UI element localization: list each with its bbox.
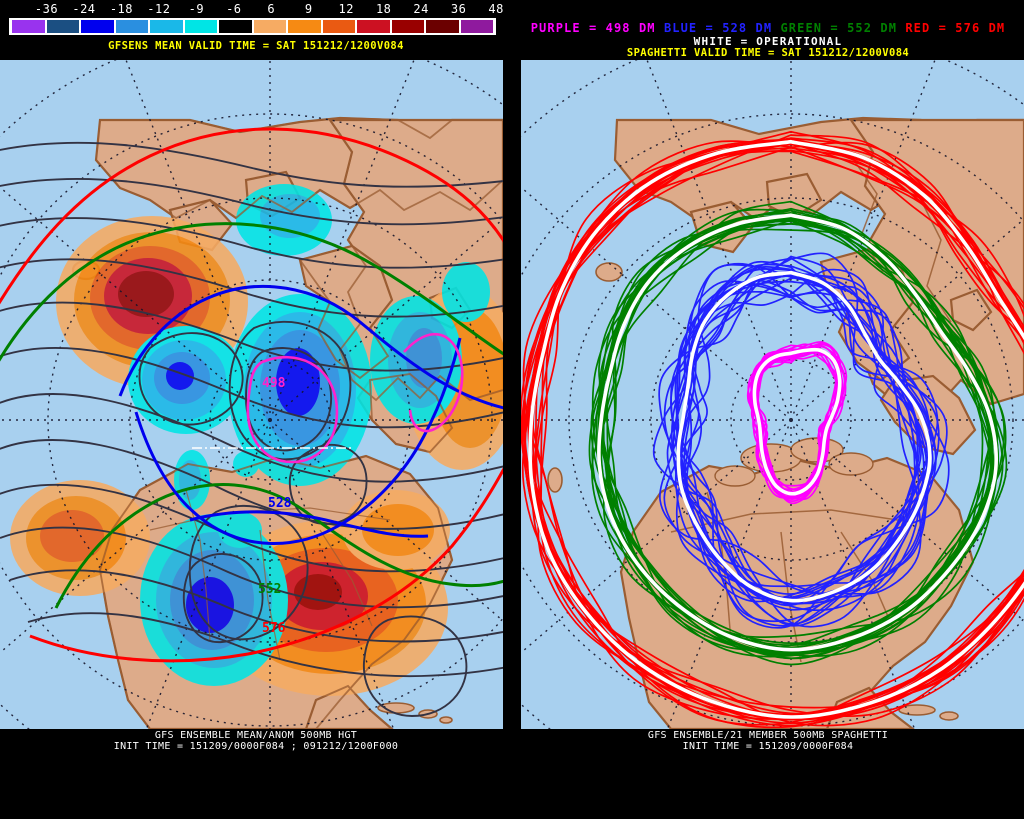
member-contour	[599, 219, 991, 657]
operational-legend-label: WHITE = OPERATIONAL	[693, 35, 843, 48]
spaghetti-bundle-498	[746, 341, 848, 505]
operational-contour-528	[676, 270, 932, 603]
contour-528-blue	[118, 284, 503, 410]
colorbar-swatch-12	[425, 20, 460, 33]
left-valid-time-label: GFSENS MEAN VALID TIME = SAT 151212/1200…	[108, 40, 404, 52]
colorbar-swatch-10	[356, 20, 391, 33]
colorbar-tick-label: 36	[450, 2, 467, 16]
colorbar-swatch-6	[218, 20, 253, 33]
member-contour	[676, 279, 922, 623]
contour-528-blue-south	[189, 510, 429, 538]
spaghetti-legend: PURPLE = 498 DM BLUE = 528 DM GREEN = 55…	[512, 21, 1024, 35]
colorbar-tick-3: -12	[121, 2, 170, 17]
panel-ensemble-mean-anomaly: -36 -24 -18 -12 -9 -6 6 9 12 18 24 36 48 GFSENS MEAN…	[0, 2, 504, 752]
operational-contour-552	[597, 213, 998, 652]
map-left-svg: 498 528 552 576	[0, 60, 503, 729]
colorbar-tick-label: -6	[226, 2, 242, 16]
operational-contour-498	[752, 347, 842, 496]
colorbar-tick-label: -36	[34, 2, 59, 16]
colorbar-swatch-4	[149, 20, 184, 33]
colorbar-tick-label: 18	[375, 2, 392, 16]
height-contours	[0, 141, 503, 717]
colorbar-tick-5: -6	[196, 2, 241, 17]
colorbar-tick-label: -12	[147, 2, 171, 16]
colorbar-swatch-13	[459, 20, 494, 33]
colorbar-swatch-0	[11, 20, 46, 33]
contour-552-green	[0, 222, 503, 362]
left-footer-title: GFS ENSEMBLE MEAN/ANOM 500MB HGT	[154, 730, 358, 741]
colorbar-swatch-3	[114, 20, 149, 33]
legend-entry-0: PURPLE = 498 DM	[530, 21, 664, 35]
member-contour	[679, 266, 934, 601]
contour-498-magenta-east	[403, 332, 464, 433]
colorbar-swatch-2	[80, 20, 115, 33]
member-contour	[683, 280, 931, 625]
contour-552-green-south	[54, 483, 503, 609]
contour-label-576: 576	[262, 621, 286, 636]
colorbar-tick-labels: -36 -24 -18 -12 -9 -6 6 9 12 18 24 36 48	[9, 2, 503, 17]
colorbar-tick-label: 24	[413, 2, 429, 16]
colorbar-tick-4: -9	[159, 2, 204, 17]
right-footer-init: INIT TIME = 151209/0000F084	[682, 741, 854, 752]
colorbar-tick-9: 18	[346, 2, 391, 17]
colorbar-swatch-7	[252, 20, 287, 33]
colorbar-tick-7: 9	[271, 2, 312, 17]
legend-entry-1: BLUE = 528 DM	[663, 21, 781, 35]
colorbar-tick-label: 12	[338, 2, 354, 16]
colorbar-tick-0: -36	[9, 2, 58, 17]
spaghetti-bundle-576	[521, 130, 1024, 729]
colorbar-tick-label: 9	[304, 2, 313, 16]
colorbar-swatch-9	[321, 20, 356, 33]
right-footer-title: GFS ENSEMBLE/21 MEMBER 500MB SPAGHETTI	[647, 730, 889, 741]
colorbar-swatches	[11, 20, 494, 33]
contour-label-528: 528	[268, 496, 292, 511]
colorbar-swatch-1	[45, 20, 80, 33]
contour-576-red	[0, 127, 503, 305]
contour-498-magenta	[246, 356, 339, 464]
panel-spaghetti: PURPLE = 498 DM BLUE = 528 DM GREEN = 55…	[512, 0, 1024, 819]
legend-entry-3: RED = 576 DM	[905, 21, 1006, 35]
colorbar-tick-label: -18	[109, 2, 133, 16]
colorbar-tick-6: 6	[234, 2, 274, 17]
member-contour	[602, 223, 996, 660]
spaghetti-contours	[521, 130, 1024, 729]
anomaly-shading	[10, 184, 503, 696]
right-valid-time-label: SPAGHETTI VALID TIME = SAT 151212/1200V0…	[626, 47, 910, 59]
legend-entry-2: GREEN = 552 DM	[780, 21, 906, 35]
left-footer-init: INIT TIME = 151209/0000F084 ; 091212/120…	[113, 741, 399, 752]
colorbar-tick-label: 48	[488, 2, 504, 16]
contour-label-552: 552	[258, 582, 281, 597]
colorbar-tick-10: 24	[384, 2, 428, 17]
coastlines-overlay	[95, 117, 503, 729]
colorbar-tick-label: 6	[267, 2, 276, 16]
member-contour	[522, 149, 1024, 727]
member-contour	[591, 200, 995, 638]
spaghetti-bundle-552	[588, 200, 1008, 666]
colorbar-tick-2: -18	[84, 2, 133, 17]
colorbar-tick-label: -9	[188, 2, 205, 16]
contour-value-labels: 498 528 552 576	[258, 376, 292, 636]
member-contour	[750, 348, 844, 502]
operational-contour-576	[528, 139, 1024, 719]
member-contour	[532, 147, 1024, 725]
colorbar-tick-8: 12	[309, 2, 353, 17]
colorbar-tick-11: 36	[421, 2, 466, 17]
colorbar-tick-1: -24	[46, 2, 95, 17]
contour-label-498: 498	[262, 376, 286, 391]
map-ensemble-mean: 498 528 552 576	[0, 60, 503, 729]
colorbar-swatch-11	[390, 20, 425, 33]
colorbar-swatch-5	[183, 20, 218, 33]
map-right-svg	[521, 60, 1024, 729]
colorbar-tick-12: 48	[459, 2, 503, 17]
map-spaghetti	[521, 60, 1024, 729]
contour-576-red-south	[29, 467, 503, 663]
anomaly-colorbar	[9, 18, 496, 35]
colorbar-tick-label: -24	[72, 2, 96, 16]
member-contour	[753, 343, 840, 491]
colorbar-swatch-8	[287, 20, 322, 33]
contour-528-blue-arc	[134, 337, 462, 545]
spaghetti-bundle-528	[652, 252, 950, 629]
member-contour	[747, 348, 846, 501]
